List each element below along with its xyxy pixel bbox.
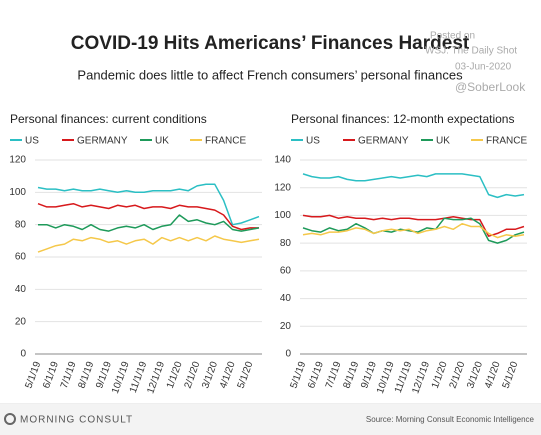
series-line <box>37 183 260 226</box>
watermark: Posted on <box>430 31 475 42</box>
series-line <box>37 235 260 253</box>
legend-label: FRANCE <box>205 136 246 147</box>
legend-label: FRANCE <box>486 136 527 147</box>
watermark: @SoberLook <box>455 80 526 94</box>
legend-label: GERMANY <box>358 136 409 147</box>
footer-bg <box>0 404 541 435</box>
y-tick-label: 0 <box>285 349 291 360</box>
title: COVID-19 Hits Americans’ Finances Hardes… <box>71 33 470 54</box>
y-tick-label: 80 <box>280 238 292 249</box>
watermark: WSJ: The Daily Shot <box>425 46 517 57</box>
source: Source: Morning Consult Economic Intelli… <box>366 415 535 424</box>
x-tick-label: 5/1/20 <box>501 360 521 390</box>
watermark: 03-Jun-2020 <box>455 62 512 73</box>
y-tick-label: 140 <box>274 155 291 166</box>
series-line <box>37 202 259 231</box>
legend-label: US <box>25 136 39 147</box>
y-tick-label: 60 <box>15 252 27 263</box>
y-tick-label: 100 <box>9 187 26 198</box>
legend-label: UK <box>155 136 169 147</box>
y-tick-label: 0 <box>20 349 26 360</box>
series-line <box>302 214 525 237</box>
x-tick-label: 5/1/20 <box>236 360 256 390</box>
y-tick-label: 120 <box>9 155 26 166</box>
logo <box>4 413 16 425</box>
y-tick-label: 100 <box>274 210 291 221</box>
series-line <box>302 222 525 239</box>
y-tick-label: 20 <box>15 316 27 327</box>
subtitle: Pandemic does little to affect French co… <box>77 67 463 82</box>
y-tick-label: 60 <box>280 265 292 276</box>
brand: MORNING CONSULT <box>20 415 133 426</box>
y-tick-label: 40 <box>280 293 292 304</box>
legend-label: US <box>306 136 320 147</box>
legend-label: UK <box>436 136 450 147</box>
chart-title: Personal finances: current conditions <box>10 112 207 126</box>
y-tick-label: 40 <box>15 284 27 295</box>
chart-title: Personal finances: 12-month expectations <box>291 112 514 126</box>
series-line <box>302 173 525 199</box>
y-tick-label: 120 <box>274 182 291 193</box>
legend-label: GERMANY <box>77 136 128 147</box>
series-line <box>38 214 260 232</box>
y-tick-label: 80 <box>15 219 27 230</box>
y-tick-label: 20 <box>280 321 292 332</box>
